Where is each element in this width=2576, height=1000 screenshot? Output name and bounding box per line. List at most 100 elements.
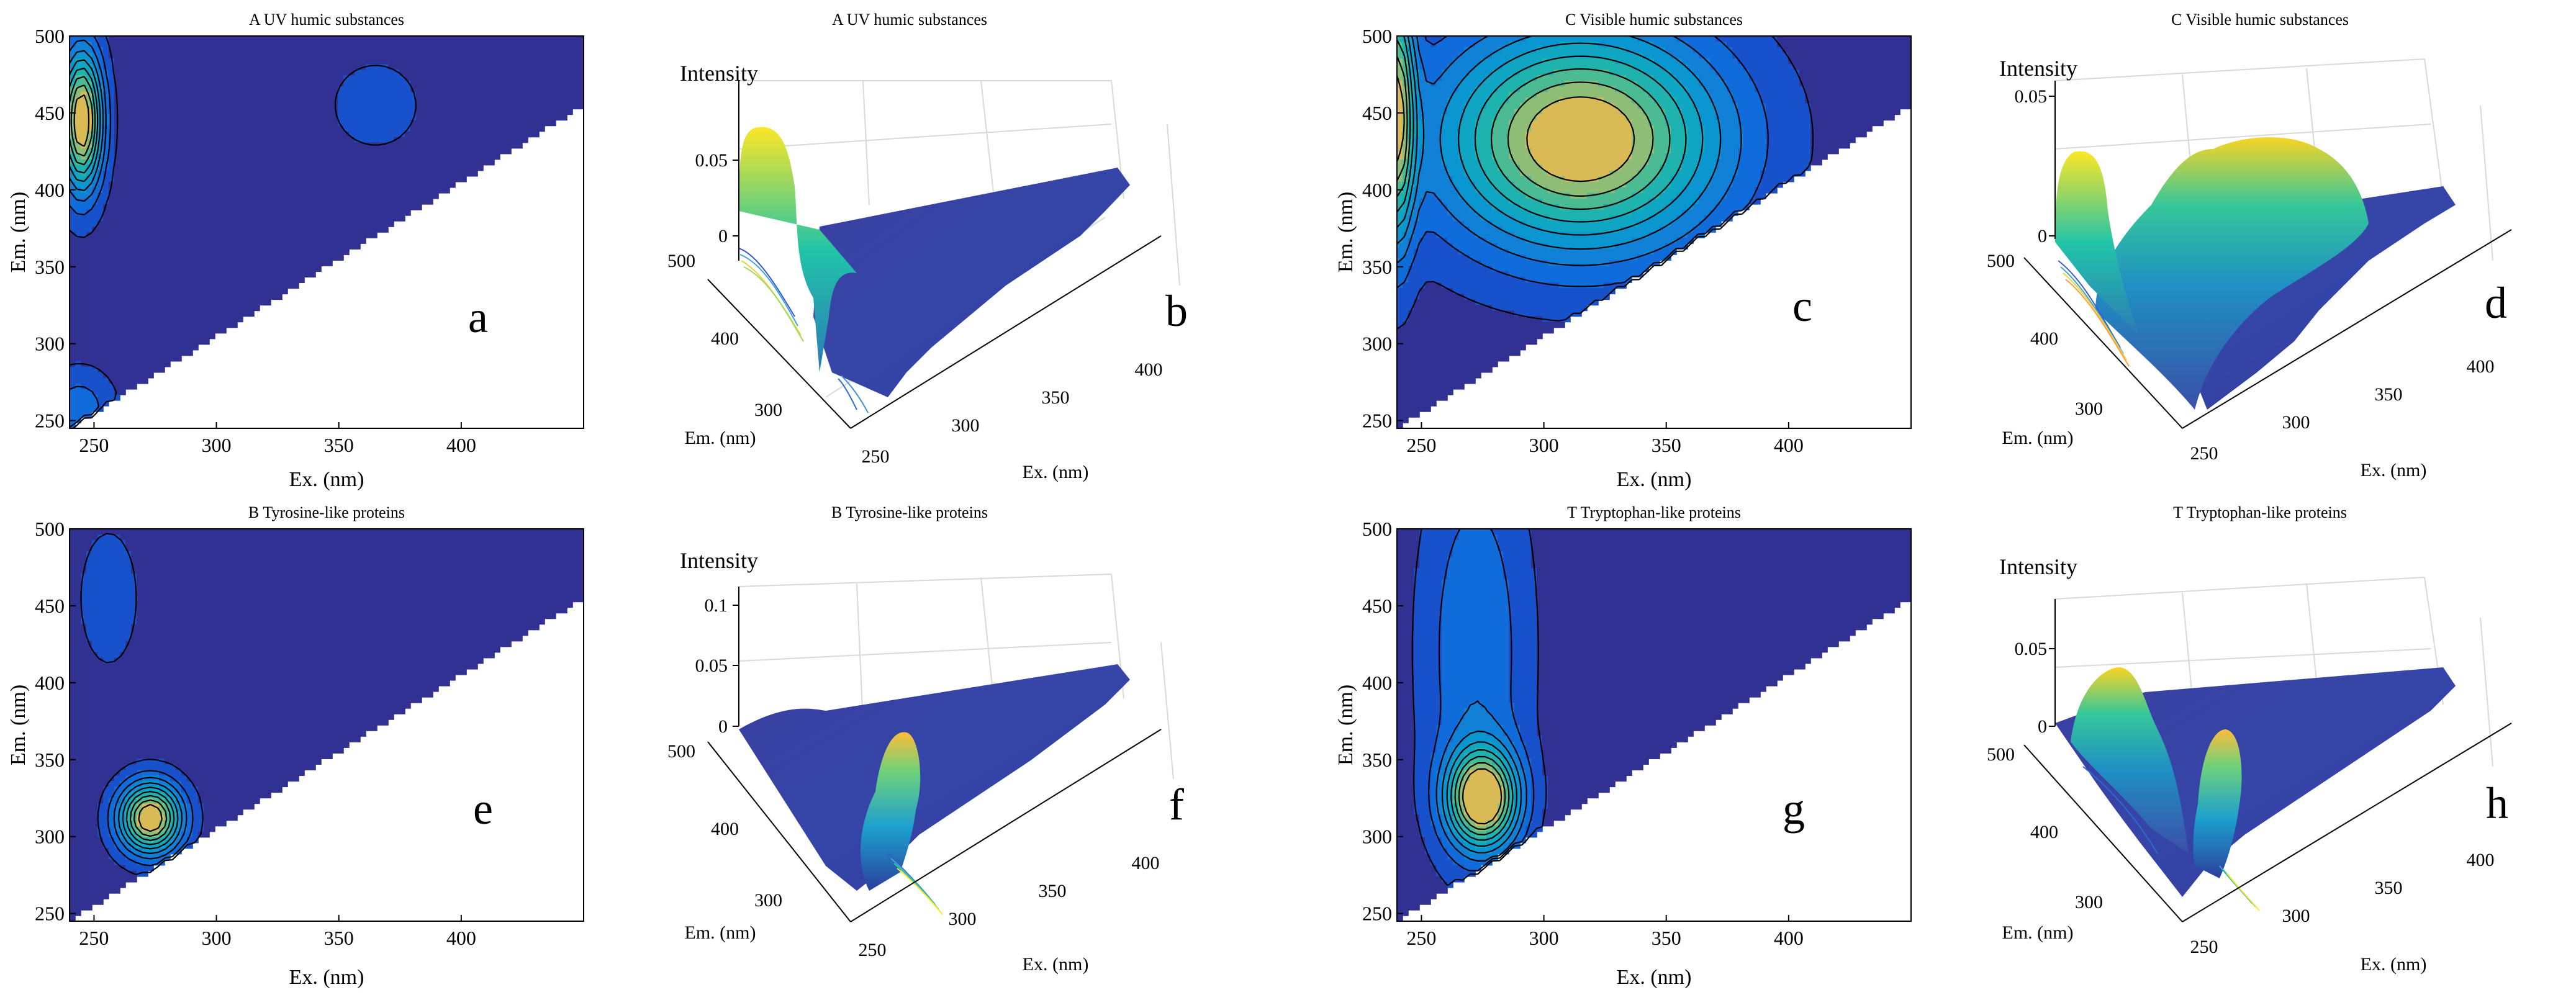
heatmap-cell [276,109,282,115]
heatmap-cell [165,249,171,255]
heatmap-cell [243,209,249,216]
heatmap-cell [120,36,126,42]
heatmap-cell [427,198,433,205]
heatmap-cell [220,277,227,284]
heatmap-cell [287,198,294,205]
heatmap-cell [260,294,266,300]
heatmap-cell [120,131,126,138]
heatmap-cell [215,109,221,115]
heatmap-cell [1525,36,1532,42]
heatmap-cell [293,103,299,110]
heatmap-cell [1537,58,1543,65]
contour-image-a [68,35,584,429]
heatmap-cell [1576,86,1582,93]
heatmap-cell [248,226,255,233]
heatmap-cell [265,209,271,216]
heatmap-cell [198,120,204,127]
heatmap-cell [366,125,372,132]
heatmap-cell [176,42,182,48]
heatmap-cell [170,53,176,59]
heatmap-cell [1766,97,1772,104]
heatmap-cell [192,137,199,143]
heatmap-cell [1905,58,1911,65]
heatmap-cell [528,36,534,42]
heatmap-cell [165,131,171,138]
heatmap-cell [142,288,148,295]
heatmap-cell [159,176,165,182]
heatmap-cell [1688,92,1694,99]
heatmap-cell [103,142,109,149]
heatmap-cell [226,164,232,171]
heatmap-cell [1749,70,1755,76]
heatmap-cell [489,70,495,76]
heatmap-cell [1565,70,1571,76]
heatmap-cell [204,153,210,160]
heatmap-cell [1486,97,1493,104]
heatmap-cell [153,131,160,138]
heatmap-cell [109,344,115,351]
heatmap-cell [1883,58,1889,65]
heatmap-cell [226,220,232,227]
heatmap-cell [70,383,76,390]
heatmap-cell [1727,53,1733,59]
heatmap-cell [500,86,506,93]
heatmap-cell [1503,86,1509,93]
heatmap-cell [1688,86,1694,93]
heatmap-cell [1805,75,1811,82]
heatmap-cell [254,282,260,289]
heatmap-cell [75,338,81,345]
heatmap-cell [1632,58,1638,65]
heatmap-cell [1799,75,1805,82]
heatmap-cell [103,238,109,244]
heatmap-cell [131,260,137,266]
heatmap-cell [226,198,232,205]
heatmap-cell [388,159,394,166]
heatmap-cell [1458,64,1465,70]
heatmap-cell [1486,81,1493,88]
heatmap-cell [1715,75,1722,82]
heatmap-cell [405,53,411,59]
heatmap-cell [1743,36,1750,42]
heatmap-cell [181,344,188,351]
heatmap-cell [254,148,260,155]
heatmap-cell [153,114,160,121]
heatmap-cell [1559,58,1565,65]
heatmap-cell [332,215,338,222]
heatmap-cell [176,327,182,334]
heatmap-cell [260,260,266,266]
heatmap-cell [159,97,165,104]
heatmap-cell [248,288,255,295]
heatmap-cell [1632,64,1638,70]
heatmap-cell [1755,103,1761,110]
heatmap-cell [159,114,165,121]
heatmap-cell [489,148,495,155]
heatmap-cell [1855,81,1861,88]
heatmap-cell [181,299,188,306]
heatmap-cell [444,142,450,149]
heatmap-cell [1447,86,1453,93]
heatmap-cell [332,53,338,59]
heatmap-cell [299,271,305,278]
heatmap-cell [332,86,338,93]
heatmap-cell [1883,42,1889,48]
heatmap-cell [578,42,584,48]
heatmap-cell [109,47,115,53]
heatmap-cell [556,42,562,48]
heatmap-cell [455,120,461,127]
heatmap-cell [260,232,266,238]
heatmap-cell [215,75,221,82]
heatmap-cell [176,299,182,306]
heatmap-cell [125,142,132,149]
heatmap-cell [1632,42,1638,48]
heatmap-cell [120,310,126,317]
heatmap-cell [1693,53,1699,59]
heatmap-cell [1514,36,1521,42]
heatmap-cell [265,299,271,306]
heatmap-cell [310,238,316,244]
heatmap-cell [181,294,188,300]
heatmap-cell [1598,86,1604,93]
heatmap-cell [271,181,277,188]
heatmap-cell [545,86,551,93]
heatmap-cell [187,142,193,149]
heatmap-cell [1654,75,1660,82]
